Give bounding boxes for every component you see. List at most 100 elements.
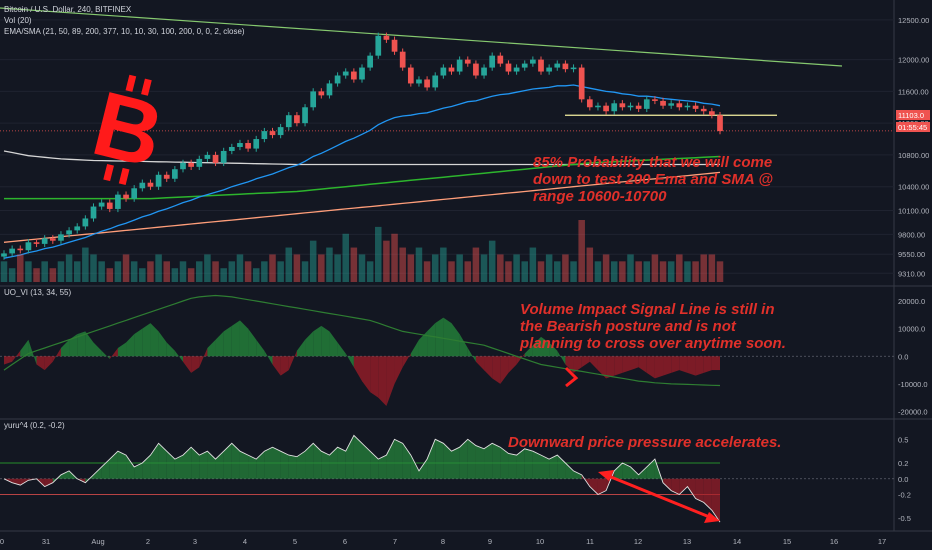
uo-area-segment (435, 317, 444, 357)
volume-bar (252, 268, 260, 282)
volume-bar (480, 254, 488, 282)
candle-body (668, 103, 675, 106)
candle-body (131, 188, 138, 199)
candle-body (676, 103, 683, 108)
yuru-area-segment (207, 451, 216, 479)
uo-area-segment (256, 339, 265, 357)
price-tick-label: 9800.00 (898, 230, 925, 239)
uo-area-segment (679, 356, 688, 373)
volume-bar (163, 261, 170, 282)
volume-bar (293, 254, 301, 282)
volume-bar (33, 268, 40, 282)
candle-body (586, 99, 593, 108)
uo-area-segment (191, 356, 200, 373)
volume-bar (643, 261, 651, 282)
candle-body (318, 91, 325, 96)
sma200-line (3, 171, 721, 243)
uo-area-segment (280, 356, 289, 376)
volume-bar (497, 254, 504, 282)
candle-body (700, 108, 707, 112)
arrow-icon (564, 366, 579, 388)
yuru-area-segment (353, 435, 362, 479)
time-tick-label: 12 (634, 537, 642, 546)
price-tick-label: 12000.00 (898, 56, 929, 65)
uo-area-segment (516, 353, 525, 365)
time-tick-label: 6 (343, 537, 347, 546)
volume-bar (326, 247, 333, 282)
uo-area-segment (532, 336, 541, 357)
candle-body (269, 131, 276, 136)
uo-area-segment (36, 356, 45, 371)
volume-label: Vol (20) (4, 16, 32, 25)
trendline (0, 7, 843, 67)
volume-bar (391, 233, 398, 282)
yuru-area-segment (288, 455, 297, 479)
price-panel[interactable] (0, 7, 894, 260)
candle-body (212, 154, 219, 163)
uo-area-segment (20, 339, 29, 357)
uo-vi-panel[interactable] (0, 294, 894, 406)
uo-area-segment (475, 356, 485, 371)
uo-area-segment (231, 320, 240, 357)
yuru-area-segment (93, 466, 102, 479)
yuru-area-segment (679, 478, 688, 495)
uo-area-segment (484, 356, 493, 379)
volume-bar (651, 254, 659, 282)
uo-area-segment (44, 356, 53, 371)
candle-body (635, 105, 642, 109)
yuru-area-segment (166, 451, 175, 479)
volume-bar (578, 220, 585, 282)
yuru-area-segment (524, 448, 533, 479)
candle-body (123, 194, 129, 199)
uo-area-segment (321, 325, 330, 357)
grid (0, 0, 932, 532)
time-tick-label: 13 (683, 537, 691, 546)
volume-panel (0, 220, 724, 282)
volume-bar (220, 268, 227, 282)
yuru-tick-label: 0.5 (898, 435, 908, 444)
candle-body (391, 39, 398, 52)
volume-bar (147, 261, 154, 282)
volume-bar (700, 254, 707, 282)
uo-area-segment (638, 356, 647, 373)
volume-bar (57, 261, 65, 282)
yuru-area-segment (12, 478, 21, 486)
volume-bar (659, 261, 667, 282)
volume-bar (114, 261, 122, 282)
candle-body (432, 75, 439, 88)
candle-body (456, 59, 463, 72)
uo-area-segment (52, 347, 61, 362)
uo-area-segment (305, 331, 314, 357)
yuru-panel[interactable] (0, 434, 894, 523)
uo-area-segment (451, 323, 460, 357)
candle-body (25, 242, 32, 251)
yuru-area-segment (223, 443, 232, 479)
volume-bar (212, 261, 219, 282)
uo-area-segment (109, 347, 118, 360)
uo-area-segment (215, 331, 224, 357)
candle-body (578, 67, 585, 100)
yuru-area-segment (215, 451, 224, 479)
volume-bar (204, 254, 211, 282)
uo-area-segment (711, 356, 720, 371)
candle-body (619, 103, 626, 108)
uo-area-segment (77, 331, 86, 357)
uo-area-segment (288, 350, 297, 371)
yuru-tick-label: 0.0 (898, 475, 908, 484)
uo-area-segment (60, 339, 70, 357)
yuru-area-segment (44, 478, 53, 487)
volume-bar (521, 261, 528, 282)
time-tick-label: 5 (293, 537, 297, 546)
volume-bar (130, 261, 138, 282)
time-tick-label: 14 (733, 537, 741, 546)
volume-bar (554, 261, 561, 282)
uo-area-segment (654, 356, 664, 379)
candle-body (603, 105, 609, 112)
price-tick-label: 10800.00 (898, 151, 929, 160)
time-tick-label: 2 (146, 537, 150, 546)
candle-body (481, 67, 487, 76)
candle-body (489, 55, 496, 68)
uo-area-segment (134, 328, 143, 357)
svg-text:01:55:45: 01:55:45 (898, 123, 927, 132)
